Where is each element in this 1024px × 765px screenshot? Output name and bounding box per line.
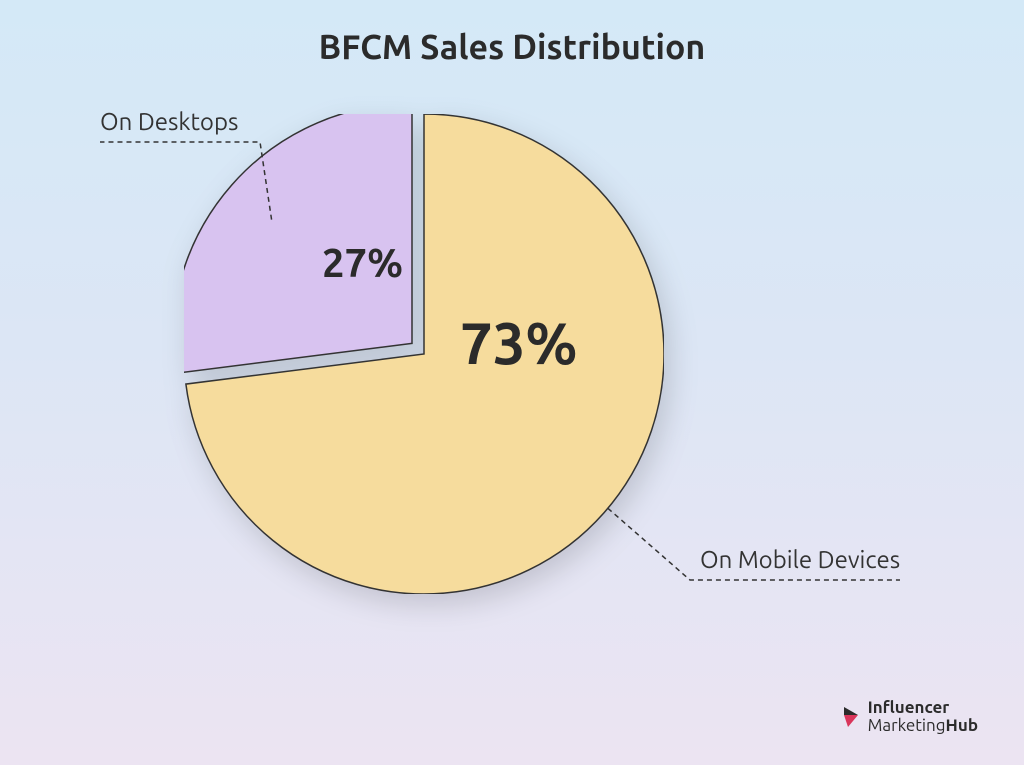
chart-title: BFCM Sales Distribution [0,28,1024,66]
pct-label-mobile: 73% [460,310,578,375]
brand-logo-line2: MarketingHub [868,717,978,735]
slice-label-desktop: On Desktops [100,108,238,135]
slice-label-mobile: On Mobile Devices [700,546,900,573]
brand-logo-text: Influencer MarketingHub [868,699,978,735]
pct-label-desktop: 27% [322,240,403,285]
brand-logo: Influencer MarketingHub [840,699,978,735]
brand-logo-icon [840,705,862,729]
pie-chart [184,114,664,594]
brand-logo-line1: Influencer [868,699,978,717]
